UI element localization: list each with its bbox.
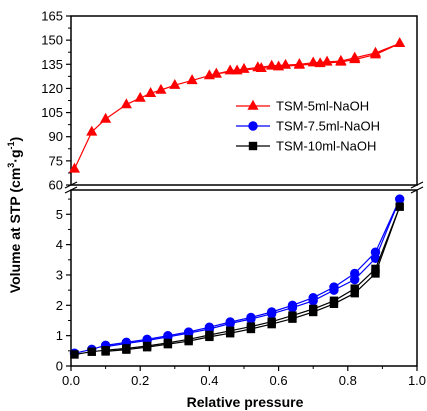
- legend-label-tsm-7-5ml-naoh: TSM-7.5ml-NaOH: [276, 119, 380, 134]
- tsm-5ml-naoh-adsorption-point-15: [279, 58, 292, 69]
- tsm-10ml-naoh-desorption-point-9: [205, 332, 214, 342]
- legend-label-tsm-5ml-naoh: TSM-5ml-NaOH: [276, 99, 369, 114]
- tsm-5ml-naoh-desorption-point-8: [231, 64, 243, 75]
- lower-y-tick-label-5: 5: [56, 207, 63, 222]
- tsm-10ml-naoh-desorption-point-10: [184, 336, 193, 346]
- tsm-5ml-naoh-adsorption-point-7: [169, 78, 181, 89]
- tsm-10ml-naoh-desorption-point-12: [142, 342, 152, 352]
- tsm-5ml-naoh-adsorption-point-4: [134, 91, 146, 102]
- x-tick-label-0: 0.0: [62, 373, 80, 388]
- tsm-10ml-naoh-desorption-point-11: [163, 339, 173, 349]
- tsm-5ml-naoh-desorption-point-4: [314, 57, 326, 68]
- axis-break-mark-right-upper: [410, 181, 424, 189]
- tsm-7-5ml-naoh-desorption-point-4: [308, 296, 318, 306]
- upper-y-tick-label-3: 105: [41, 105, 63, 120]
- lower-y-tick-label-3: 3: [56, 267, 63, 282]
- tsm-10ml-naoh-desorption-point-3: [329, 299, 339, 308]
- lower-panel-series: [69, 194, 405, 359]
- tsm-5ml-naoh-adsorption-point-1: [86, 125, 98, 136]
- tsm-10ml-naoh-desorption-point-2: [350, 288, 359, 298]
- x-tick-label-4: 0.8: [339, 373, 357, 388]
- tsm-7-5ml-naoh-desorption-point-2: [350, 274, 360, 285]
- tsm-5ml-naoh-adsorption-point-8: [186, 74, 198, 85]
- lower-y-tick-label-2: 2: [56, 298, 63, 313]
- upper-panel-series: [68, 37, 406, 173]
- tsm-7-5ml-naoh-desorption-point-5: [287, 303, 298, 313]
- tsm-10ml-naoh-desorption-point-1: [371, 269, 380, 278]
- tsm-10ml-naoh-desorption-point-13: [122, 345, 131, 354]
- tsm-7-5ml-naoh-adsorption-point-16: [395, 194, 405, 204]
- tsm-10ml-naoh-desorption-point-4: [309, 307, 318, 317]
- tsm-10ml-naoh-adsorption-point-1: [87, 347, 96, 356]
- lower-y-tick-label-0: 0: [56, 359, 63, 374]
- tsm-10ml-naoh-desorption-point-8: [225, 329, 235, 338]
- y-axis-title-sup2: -1: [6, 141, 16, 149]
- legend-label-tsm-10ml-naoh: TSM-10ml-NaOH: [276, 139, 376, 154]
- upper-y-tick-label-7: 165: [41, 9, 63, 24]
- tsm-7-5ml-naoh-desorption-point-3: [329, 285, 339, 295]
- tsm-5ml-naoh-adsorption-point-5: [145, 87, 157, 97]
- legend-marker-tsm-5ml-naoh: [247, 99, 259, 110]
- tsm-7-5ml-naoh-desorption-point-8: [225, 318, 235, 329]
- x-tick-label-2: 0.4: [200, 373, 218, 388]
- axis-break-gap: [65, 186, 423, 189]
- x-tick-label-1: 0.2: [131, 373, 149, 388]
- y-axis-title-end: ): [7, 137, 23, 142]
- y-axis-title-sup1: 3: [6, 163, 16, 168]
- y-axis-title: Volume at STP (cm3·g-1): [6, 137, 23, 293]
- axis-break-mark-right-lower: [410, 186, 424, 194]
- tsm-10ml-naoh-desorption-point-5: [288, 314, 297, 323]
- upper-y-tick-label-6: 150: [41, 33, 63, 48]
- tsm-5ml-naoh-adsorption-point-3: [120, 98, 132, 109]
- upper-y-tick-label-4: 120: [41, 81, 63, 96]
- tsm-5ml-naoh-adsorption-point-12: [238, 62, 250, 73]
- tsm-5ml-naoh-desorption-point-3: [335, 55, 347, 66]
- tsm-5ml-naoh-adsorption-point-22: [394, 37, 406, 48]
- upper-y-tick-label-1: 75: [49, 153, 63, 168]
- tsm-5ml-naoh-adsorption-point-0: [68, 162, 81, 173]
- tsm-10ml-naoh-adsorption-point-0: [70, 350, 79, 359]
- tsm-5ml-naoh-adsorption-point-11: [224, 64, 236, 75]
- lower-y-tick-label-4: 4: [56, 237, 63, 252]
- tsm-10ml-naoh-desorption-point-7: [246, 324, 256, 334]
- tsm-7-5ml-naoh-desorption-point-7: [246, 314, 256, 324]
- y-axis-title-mid: ·g: [7, 149, 23, 162]
- axis-ticks: 60 75 90 105 120 135 150 165 0 1 2 3 4 5 0.0 0.2 0.4 0.6 0…: [41, 9, 426, 389]
- x-tick-label-3: 0.6: [270, 373, 288, 388]
- tsm-7-5ml-naoh-desorption-point-6: [266, 309, 277, 319]
- tsm-10ml-naoh-desorption-point-14: [101, 347, 110, 356]
- tsm-5ml-naoh-desorption-point-2: [349, 53, 361, 64]
- upper-y-tick-label-2: 90: [49, 129, 63, 144]
- tsm-10ml-naoh-adsorption-point-16: [395, 202, 404, 211]
- tsm-5ml-naoh-adsorption-point-6: [155, 83, 167, 94]
- tsm-5ml-naoh-desorption-point-1: [369, 48, 382, 59]
- tsm-10ml-naoh-desorption-point-6: [267, 319, 276, 329]
- lower-y-tick-label-1: 1: [56, 328, 63, 343]
- legend: TSM-5ml-NaOH TSM-7.5ml-NaOH TSM-10ml-NaOH: [236, 99, 380, 154]
- tsm-5ml-naoh-desorption-point-9: [210, 67, 222, 78]
- tsm-5ml-naoh-desorption-point-7: [255, 62, 267, 73]
- y-axis-title-main: Volume at STP (cm: [7, 168, 23, 294]
- tsm-5ml-naoh-desorption-point-6: [273, 60, 285, 71]
- upper-y-tick-label-5: 135: [41, 57, 63, 72]
- legend-marker-tsm-7-5ml-naoh: [248, 121, 258, 131]
- legend-marker-tsm-10ml-naoh: [248, 141, 258, 151]
- tsm-5ml-naoh-adsorption-point-18: [321, 55, 333, 66]
- tsm-5ml-naoh-adsorption-point-17: [307, 56, 319, 67]
- tsm-5ml-naoh-desorption-point-5: [293, 58, 305, 69]
- x-axis-title: Relative pressure: [187, 394, 304, 410]
- axis-break-mark-left-lower: [64, 186, 78, 194]
- upper-y-tick-label-0: 60: [49, 178, 63, 193]
- tsm-5ml-naoh-adsorption-point-2: [100, 112, 112, 123]
- tsm-5ml-naoh-adsorption-point-14: [266, 59, 278, 70]
- x-tick-label-5: 1.0: [408, 373, 426, 388]
